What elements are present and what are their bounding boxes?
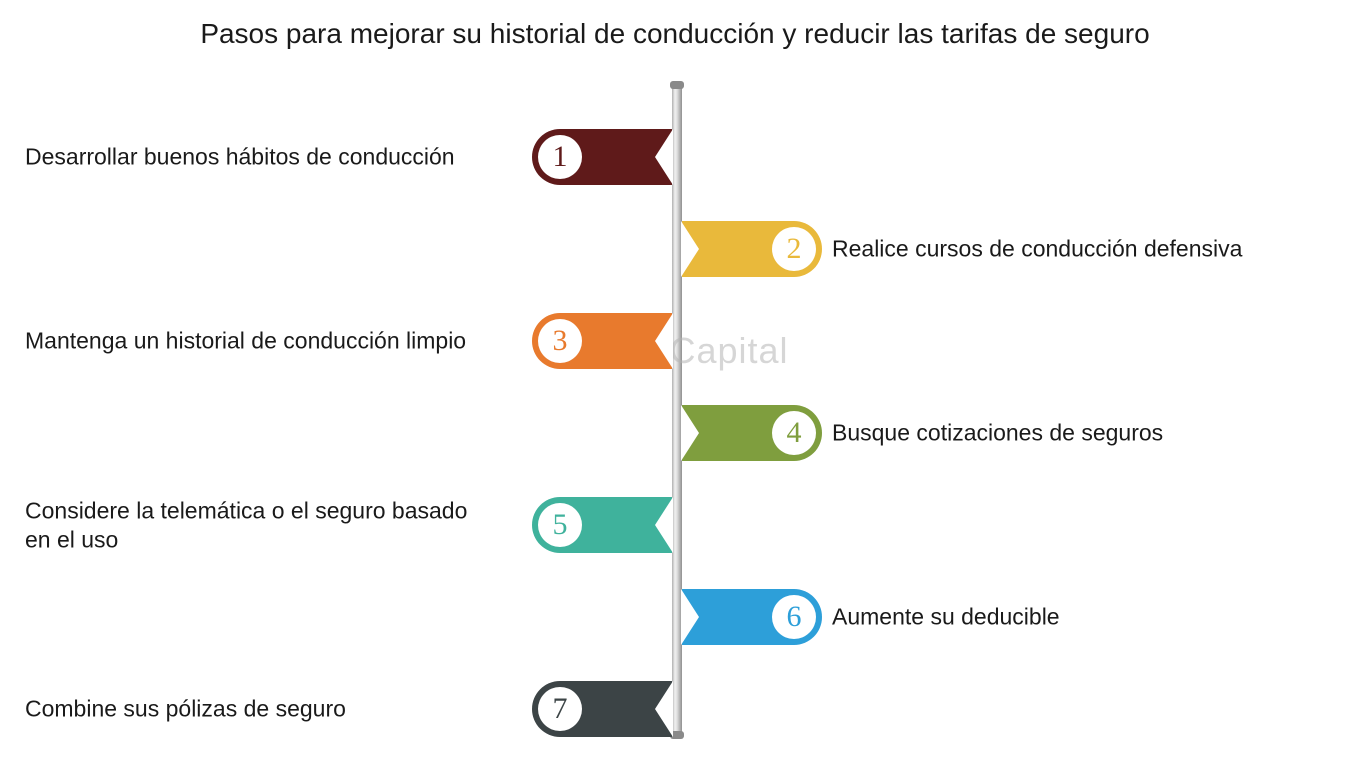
step-label-4: Busque cotizaciones de seguros [832, 419, 1163, 448]
step-flag-6: 6 [682, 589, 822, 645]
step-row: 4 Busque cotizaciones de seguros [0, 401, 1350, 465]
step-number-6: 6 [772, 595, 816, 639]
step-flag-3: 3 [532, 313, 672, 369]
step-label-2: Realice cursos de conducción defensiva [832, 235, 1242, 264]
step-label-3: Mantenga un historial de conducción limp… [25, 327, 495, 356]
pole-cap-top [670, 81, 684, 89]
step-flag-7: 7 [532, 681, 672, 737]
step-number-1: 1 [538, 135, 582, 179]
step-row: 5 Considere la telemática o el seguro bas… [0, 493, 1350, 557]
step-number-2: 2 [772, 227, 816, 271]
step-number-7: 7 [538, 687, 582, 731]
step-flag-1: 1 [532, 129, 672, 185]
step-label-1: Desarrollar buenos hábitos de conducción [25, 143, 495, 172]
step-row: 3 Mantenga un historial de conducción lim… [0, 309, 1350, 373]
step-label-7: Combine sus pólizas de seguro [25, 695, 495, 724]
step-label-5: Considere la telemática o el seguro basa… [25, 496, 495, 554]
step-row: 6 Aumente su deducible [0, 585, 1350, 649]
step-flag-4: 4 [682, 405, 822, 461]
step-number-5: 5 [538, 503, 582, 547]
step-row: 2 Realice cursos de conducción defensiva [0, 217, 1350, 281]
step-flag-5: 5 [532, 497, 672, 553]
step-row: 7 Combine sus pólizas de seguro [0, 677, 1350, 741]
step-row: 1 Desarrollar buenos hábitos de conducció… [0, 125, 1350, 189]
step-label-6: Aumente su deducible [832, 603, 1060, 632]
step-number-4: 4 [772, 411, 816, 455]
step-flag-2: 2 [682, 221, 822, 277]
step-number-3: 3 [538, 319, 582, 363]
page-title: Pasos para mejorar su historial de condu… [0, 18, 1350, 50]
